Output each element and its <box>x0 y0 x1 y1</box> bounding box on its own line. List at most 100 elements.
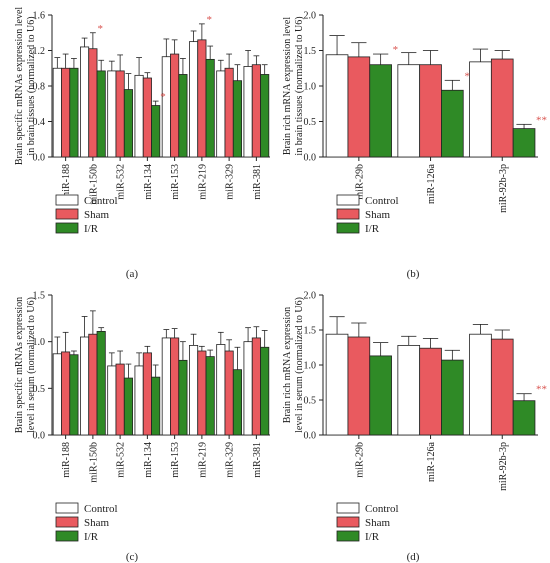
y-axis-label-line: in brain tissues (normalized to U6) <box>26 16 37 155</box>
y-axis-label-line: Brain rich mRNA expression <box>282 307 293 423</box>
bar-control-miR-329 <box>216 344 226 436</box>
x-tick-label: miR-381 <box>252 442 263 478</box>
bar-ir-miR-219 <box>205 58 215 158</box>
legend-label: I/R <box>365 531 380 543</box>
y-tick-label: 0.0 <box>304 153 317 164</box>
y-tick-label: 0.5 <box>33 384 46 395</box>
y-tick-label: 1.0 <box>304 82 317 93</box>
legend-label: Control <box>84 195 118 207</box>
y-axis-label-line: Brain specific mRNAs expression <box>14 297 25 433</box>
x-tick-label: miR-92b-3p <box>498 164 509 213</box>
y-tick-label: 1.5 <box>304 46 317 57</box>
bar-sham-miR-329 <box>224 350 234 436</box>
panel-label: (d) <box>407 551 420 563</box>
bar-control-miR-381 <box>243 66 253 158</box>
bar-sham-miR-92b-3p <box>490 338 514 436</box>
bar-ir-miR-381 <box>260 346 270 436</box>
x-tick-label: miR-150b <box>88 164 99 205</box>
bar-sham-miR-381 <box>251 337 261 436</box>
bar-ir-miR-150b <box>96 70 106 158</box>
bar-control-miR-134 <box>134 74 144 158</box>
legend-label: I/R <box>84 223 99 235</box>
bar-sham-miR-188 <box>61 351 71 436</box>
bar-control-miR-126a <box>397 64 421 158</box>
x-tick-label: miR-188 <box>61 164 72 200</box>
bar-sham-miR-153 <box>170 53 180 158</box>
x-tick-label: miR-92b-3p <box>498 442 509 491</box>
bar-sham-miR-126a <box>419 64 442 158</box>
bar-control-miR-92b-3p <box>469 333 492 436</box>
legend-swatch <box>55 208 79 220</box>
y-tick-label: 2.0 <box>304 291 317 302</box>
legend-swatch <box>55 502 79 514</box>
bar-ir-miR-532 <box>123 89 133 158</box>
bar-sham-miR-188 <box>61 67 71 158</box>
x-tick-label: miR-126a <box>426 163 437 204</box>
bar-ir-miR-92b-3p <box>512 400 536 436</box>
legend-label: Sham <box>84 209 110 221</box>
legend-label: I/R <box>84 531 99 543</box>
bar-sham-miR-126a <box>419 347 442 436</box>
bar-control-miR-126a <box>397 344 421 436</box>
x-tick-label: miR-329 <box>225 164 236 200</box>
y-axis-label-line: in brain tissues (normalized to U6) <box>294 16 305 155</box>
legend-swatch <box>55 194 79 206</box>
panel-label: (b) <box>407 268 420 280</box>
y-tick-label: 1.0 <box>304 361 317 372</box>
x-tick-label: miR-381 <box>252 164 263 200</box>
legend-swatch <box>336 530 360 542</box>
y-axis-label-line: level in serum (normalized to U6) <box>294 297 305 433</box>
significance-mark: * <box>464 70 470 82</box>
x-tick-label: miR-29b <box>354 164 365 200</box>
legend: Control Sham I/R <box>336 502 399 543</box>
legend-swatch <box>336 502 360 514</box>
bar-control-miR-219 <box>189 41 199 158</box>
y-tick-label: 1.0 <box>33 337 46 348</box>
y-tick-label: 0.0 <box>304 431 317 442</box>
bar-ir-miR-153 <box>178 359 188 436</box>
y-axis-label: Brain rich mRNA expression level in brain… <box>282 16 305 155</box>
x-tick-label: miR-126a <box>426 441 437 482</box>
bar-control-miR-329 <box>216 70 226 158</box>
bar-ir-miR-150b <box>96 330 106 436</box>
bar-sham-miR-532 <box>115 70 125 158</box>
y-tick-label: 1.5 <box>304 326 317 337</box>
bar-ir-miR-188 <box>69 67 79 158</box>
bar-control-miR-150b <box>80 336 90 436</box>
x-tick-label: miR-219 <box>197 164 208 200</box>
legend: Control Sham I/R <box>336 194 399 235</box>
significance-mark: * <box>393 44 399 56</box>
y-axis-label-line: Brain rich mRNA expression level <box>282 17 293 156</box>
y-axis-label: Brain specific mRNAs expression level in … <box>14 7 37 166</box>
bar-ir-miR-329 <box>232 80 242 158</box>
legend: Control Sham I/R <box>55 502 118 543</box>
significance-mark: ** <box>536 114 547 126</box>
legend-label: Sham <box>84 517 110 529</box>
bar-sham-miR-134 <box>142 77 152 158</box>
x-tick-label: miR-153 <box>170 442 181 478</box>
bar-ir-miR-126a <box>441 89 464 158</box>
bar-control-miR-188 <box>52 67 62 158</box>
bar-ir-miR-219 <box>205 356 215 436</box>
x-tick-label: miR-150b <box>88 442 99 483</box>
y-axis-label: Brain rich mRNA expression level in serum… <box>282 297 305 433</box>
legend-swatch <box>55 222 79 234</box>
y-tick-label: 0.8 <box>33 82 46 93</box>
x-tick-label: miR-29b <box>354 442 365 478</box>
bar-control-miR-153 <box>161 337 171 436</box>
bar-control-miR-219 <box>189 344 199 436</box>
bar-sham-miR-219 <box>197 350 207 436</box>
bar-ir-miR-134 <box>151 105 161 158</box>
legend-swatch <box>55 516 79 528</box>
legend-swatch <box>336 222 360 234</box>
bar-sham-miR-150b <box>88 48 98 158</box>
bar-control-miR-381 <box>243 341 253 436</box>
legend-label: Control <box>365 503 399 515</box>
bar-control-miR-150b <box>80 46 90 158</box>
bar-sham-miR-153 <box>170 337 180 436</box>
bar-sham-miR-29b <box>347 56 371 158</box>
